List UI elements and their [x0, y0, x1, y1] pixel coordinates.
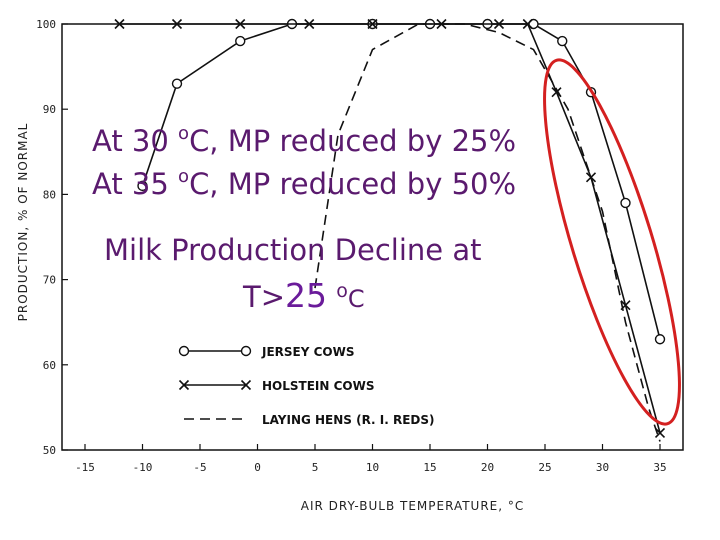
data-point: [528, 18, 539, 30]
ann4-degree: o: [336, 280, 348, 302]
ann1-prefix: At 30: [92, 124, 179, 158]
data-point: [304, 18, 315, 30]
series-2: [114, 18, 666, 439]
legend-label: HOLSTEIN COWS: [262, 379, 375, 393]
legend-label: JERSEY COWS: [261, 345, 355, 359]
y-axis-title: PRODUCTION, % OF NORMAL: [16, 123, 30, 322]
annotation-line-3: Milk Production Decline at: [104, 233, 482, 267]
data-point: [620, 197, 631, 209]
x-tick-label: 35: [653, 461, 666, 474]
data-point: [367, 18, 378, 30]
x-tick-label: -15: [75, 461, 95, 474]
ann4-prefix: T>: [243, 280, 286, 314]
ann4-value: 25: [285, 276, 328, 315]
x-tick-label: 5: [312, 461, 319, 474]
annotation-line-4: T>25 oC: [243, 276, 365, 315]
series-line: [314, 23, 661, 442]
legend-marker: [240, 345, 252, 357]
ann1-degree: o: [178, 123, 190, 144]
x-tick-label: 15: [423, 461, 436, 474]
ann2-degree: o: [178, 166, 190, 187]
x-tick-label: -10: [133, 461, 153, 474]
x-tick-label: -5: [193, 461, 206, 474]
data-point: [171, 18, 183, 30]
x-axis-title: AIR DRY-BULB TEMPERATURE, °C: [301, 499, 525, 513]
axes: 50 60 70 80 90 100 -15 -10 -5 0 5 10 15 20 25 30 35 AIR D…: [16, 18, 684, 513]
annotation-line-1: At 30 oC, MP reduced by 25%: [92, 123, 516, 158]
ann4-unit: C: [347, 285, 365, 313]
x-tick-label: 25: [538, 461, 551, 474]
y-tick-label: 60: [43, 359, 56, 372]
data-point: [557, 35, 568, 47]
series-layer: [114, 18, 666, 442]
legend-label: LAYING HENS (R. I. REDS): [262, 413, 435, 427]
highlight-ellipse: [543, 58, 681, 426]
y-tick-label: 100: [36, 18, 56, 31]
data-point: [654, 427, 666, 439]
ann1-suffix: C, MP reduced by 25%: [189, 124, 517, 158]
data-point: [171, 78, 183, 89]
legend-marker: [178, 345, 190, 357]
x-tick-label: 10: [366, 461, 379, 474]
y-tick-label: 50: [43, 444, 56, 457]
ann2-suffix: C, MP reduced by 50%: [189, 167, 517, 201]
y-tick-label: 80: [43, 188, 56, 201]
annotation-line-2: At 35 oC, MP reduced by 50%: [92, 166, 516, 201]
legend-marker: [240, 379, 252, 391]
ann2-prefix: At 35: [92, 167, 179, 201]
series-3: [314, 23, 661, 442]
data-point: [522, 18, 533, 30]
y-tick-label: 90: [43, 103, 56, 116]
x-tick-label: 20: [481, 461, 494, 474]
legend: JERSEY COWS HOLSTEIN COWS LAYING HENS (R. …: [170, 336, 435, 436]
y-tick-label: 70: [43, 274, 56, 287]
series-line: [119, 23, 661, 434]
data-point: [114, 18, 125, 30]
data-point: [654, 334, 666, 345]
data-point: [235, 35, 246, 47]
data-point: [493, 18, 505, 30]
x-tick-label: 0: [254, 461, 261, 474]
legend-marker: [178, 379, 190, 391]
data-point: [137, 180, 148, 192]
x-tick-label: 30: [596, 461, 609, 474]
data-point: [235, 18, 246, 30]
